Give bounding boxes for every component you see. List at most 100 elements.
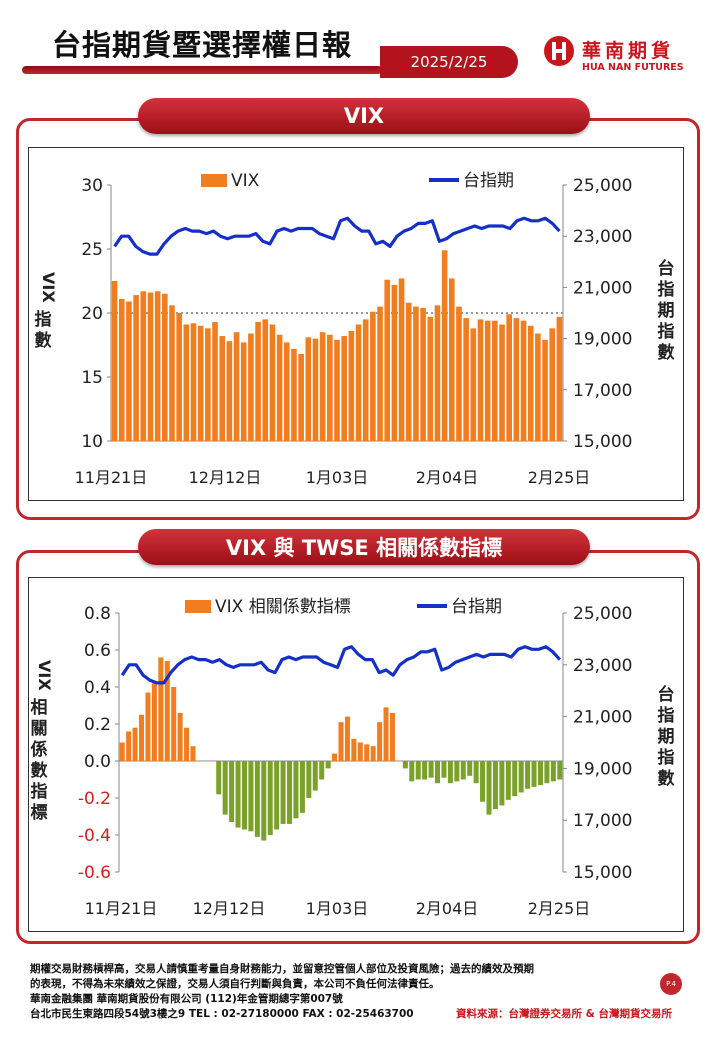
corr-x-tick-label: 2月04日 xyxy=(416,899,479,918)
logo-english-name: HUA NAN FUTURES xyxy=(582,62,684,73)
corr-bar xyxy=(274,761,280,830)
corr-bar xyxy=(364,744,370,761)
vix-bar xyxy=(162,293,168,441)
corr-bar xyxy=(531,761,537,787)
vix-bar xyxy=(341,336,347,441)
corr-bar xyxy=(544,761,550,784)
corr-bar xyxy=(480,761,486,802)
corr-left-axis-title: 數 xyxy=(31,760,48,781)
vix-legend-line-label: 台指期 xyxy=(463,171,514,191)
vix-bar xyxy=(327,334,333,441)
vix-bar xyxy=(520,320,527,441)
corr-bar xyxy=(203,761,209,762)
corr-bar xyxy=(344,716,350,761)
disclaimer-line-2: 的表現，不得為未來績效之保證，交易人須自行判斷與負責，本公司不負任何法律責任。 xyxy=(30,978,440,990)
vix-right-tick-label: 19,000 xyxy=(573,330,632,350)
corr-bar xyxy=(241,761,247,830)
vix-bar xyxy=(212,321,218,441)
vix-bar xyxy=(556,316,563,441)
vix-right-tick-label: 21,000 xyxy=(573,278,632,298)
vix-bar xyxy=(549,328,556,441)
vix-right-tick-label: 25,000 xyxy=(573,176,632,196)
vix-bar xyxy=(169,305,175,441)
vix-bar xyxy=(492,320,498,441)
corr-left-axis-title: 係 xyxy=(31,739,48,760)
vix-bar xyxy=(197,325,204,441)
report-title: 台指期貨暨選擇權日報 xyxy=(52,28,353,62)
corr-left-axis-title: VIX xyxy=(35,660,54,691)
vix-bar xyxy=(248,333,254,441)
vix-bar xyxy=(240,342,247,441)
vix-right-tick-label: 23,000 xyxy=(573,227,632,247)
corr-bar xyxy=(486,761,492,815)
vix-bar xyxy=(205,328,211,441)
corr-left-tick-label: -0.4 xyxy=(78,826,111,846)
vix-bar xyxy=(449,278,455,441)
corr-bar xyxy=(332,753,338,761)
vix-x-tick-label: 11月21日 xyxy=(75,468,148,487)
vix-bar xyxy=(542,339,548,441)
date-tab: 2025/2/25 xyxy=(380,46,518,78)
corr-x-tick-label: 11月21日 xyxy=(85,899,158,918)
corr-bar xyxy=(389,712,395,761)
vix-left-tick-label: 15 xyxy=(81,368,103,388)
vix-bar xyxy=(147,292,154,441)
corr-bar xyxy=(222,761,228,815)
vix-bar xyxy=(348,330,355,441)
corr-bar xyxy=(151,683,157,761)
corr-bar xyxy=(171,687,177,761)
vix-x-tick-label: 12月12日 xyxy=(189,468,262,487)
vix-legend-bar-label: VIX xyxy=(231,171,260,191)
vix-x-tick-label: 1月03日 xyxy=(306,468,369,487)
corr-index-line xyxy=(120,645,561,685)
vix-right-tick-label: 17,000 xyxy=(573,381,632,401)
vix-right-axis-title: 指 xyxy=(658,321,675,342)
vix-bar xyxy=(441,250,448,441)
vix-bar xyxy=(140,291,147,441)
corr-right-tick-label: 15,000 xyxy=(573,863,632,883)
vix-bar xyxy=(420,307,426,441)
corr-bar xyxy=(319,761,325,780)
vix-bar xyxy=(334,339,340,441)
corr-bar xyxy=(402,761,408,769)
corr-right-tick-label: 21,000 xyxy=(573,708,632,728)
corr-bar xyxy=(441,761,447,778)
corr-left-axis-title: 指 xyxy=(31,781,48,802)
vix-bar xyxy=(405,302,412,441)
corr-bar xyxy=(280,761,286,824)
corr-bar xyxy=(287,761,293,824)
corr-right-axis-title: 台 xyxy=(658,684,675,705)
corr-bar xyxy=(158,657,164,761)
vix-bar xyxy=(233,332,240,441)
vix-bar xyxy=(470,328,477,441)
corr-bar xyxy=(460,761,466,780)
page-number-badge: P.4 xyxy=(660,973,682,995)
vix-bar xyxy=(111,281,118,441)
vix-bar xyxy=(176,313,182,441)
vix-bar xyxy=(398,278,405,441)
vix-bar xyxy=(355,324,362,441)
corr-bar xyxy=(512,761,518,797)
vix-bar xyxy=(262,319,269,441)
correlation-chart-frame: 0.8 0.6 0.4 0.2 0.0 -0.2 -0.4 -0.6 25,000 23,000 2… xyxy=(28,577,684,932)
vix-bar xyxy=(391,284,398,441)
corr-right-tick-label: 17,000 xyxy=(573,811,632,831)
corr-bar xyxy=(299,761,305,813)
vix-bar xyxy=(484,320,491,441)
vix-bar xyxy=(133,295,139,441)
corr-bar xyxy=(467,761,473,776)
vix-bar xyxy=(154,291,161,441)
vix-left-tick-label: 25 xyxy=(81,240,103,260)
corr-bar xyxy=(537,761,543,786)
disclaimer-line-1: 期權交易財務槓桿高，交易人請慎重考量自身財務能力，並留意控管個人部位及投資風險；… xyxy=(30,963,534,975)
vix-bar xyxy=(384,279,391,441)
vix-bar xyxy=(535,333,541,441)
vix-left-axis-title: VIX xyxy=(39,272,58,303)
corr-bar xyxy=(518,761,524,793)
corr-left-axis-title: 標 xyxy=(31,802,48,823)
corr-bar xyxy=(267,761,273,835)
corr-bar xyxy=(338,722,344,761)
corr-left-tick-label: -0.6 xyxy=(78,863,111,883)
vix-banner: VIX xyxy=(138,98,590,134)
corr-bar xyxy=(435,761,441,784)
